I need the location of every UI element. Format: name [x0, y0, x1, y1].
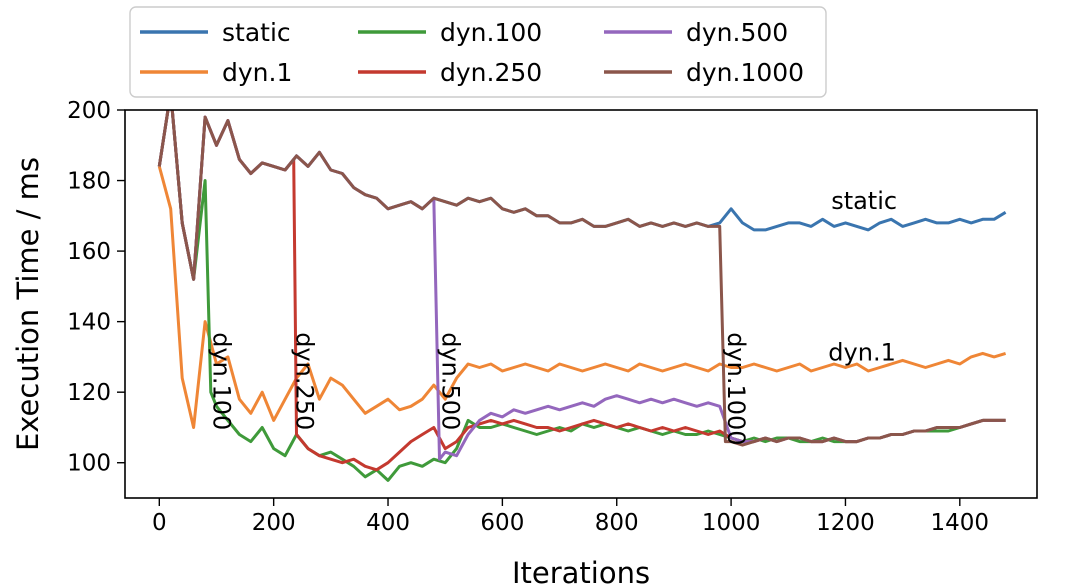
- series-line-dyn-250: [157, 110, 1006, 472]
- x-tick-label: 800: [595, 510, 639, 536]
- legend-box: [129, 6, 827, 98]
- legend-label-dyn-1: dyn.1: [222, 58, 292, 87]
- x-tick-label: 1400: [931, 510, 990, 536]
- y-tick-label: 120: [67, 380, 111, 406]
- legend-label-dyn-100: dyn.100: [440, 18, 542, 47]
- legend-label-dyn-250: dyn.250: [440, 58, 542, 87]
- legend-label-dyn-500: dyn.500: [686, 18, 788, 47]
- series-line-dyn-1000: [157, 110, 1006, 447]
- x-tick-label: 600: [480, 510, 524, 536]
- legend-label-dyn-1000: dyn.1000: [686, 58, 804, 87]
- y-tick-label: 180: [67, 169, 111, 195]
- series-line-dyn-100: [157, 110, 1006, 482]
- x-axis-title: Iterations: [512, 556, 650, 588]
- annotation-dyn-1: dyn.1: [828, 338, 896, 366]
- legend: static dyn.1 dyn.100 dyn.250 dyn.500 dyn.1000: [129, 6, 827, 98]
- x-tick-label: 400: [366, 510, 410, 536]
- series-line-dyn-1: [157, 166, 1007, 429]
- y-tick-label: 160: [67, 239, 111, 265]
- y-tick-label: 100: [67, 451, 111, 477]
- plot-frame: [124, 109, 1038, 499]
- y-axis-title: Execution Time / ms: [11, 157, 45, 451]
- annotation-dyn-500: dyn.500: [436, 332, 464, 430]
- x-tick-label: 0: [152, 510, 167, 536]
- annotation-static: static: [831, 187, 897, 215]
- series-lines: [157, 110, 1007, 482]
- y-tick-label: 140: [67, 310, 111, 336]
- annotation-dyn-100: dyn.100: [208, 332, 236, 430]
- y-axis-ticks: 100 120 140 160 180 200: [67, 98, 125, 477]
- line-annotations: static dyn.1 dyn.100 dyn.250 dyn.500 dyn.1000: [208, 187, 898, 446]
- series-line-dyn-500: [157, 110, 1006, 461]
- annotation-dyn-1000: dyn.1000: [722, 332, 750, 445]
- x-tick-label: 1200: [816, 510, 875, 536]
- x-axis-ticks: 0 200 400 600 800 1000 1200 1400: [152, 498, 989, 536]
- y-tick-label: 200: [67, 98, 111, 124]
- x-tick-label: 1000: [702, 510, 761, 536]
- x-tick-label: 200: [252, 510, 296, 536]
- legend-label-static: static: [222, 18, 291, 47]
- annotation-dyn-250: dyn.250: [291, 332, 319, 430]
